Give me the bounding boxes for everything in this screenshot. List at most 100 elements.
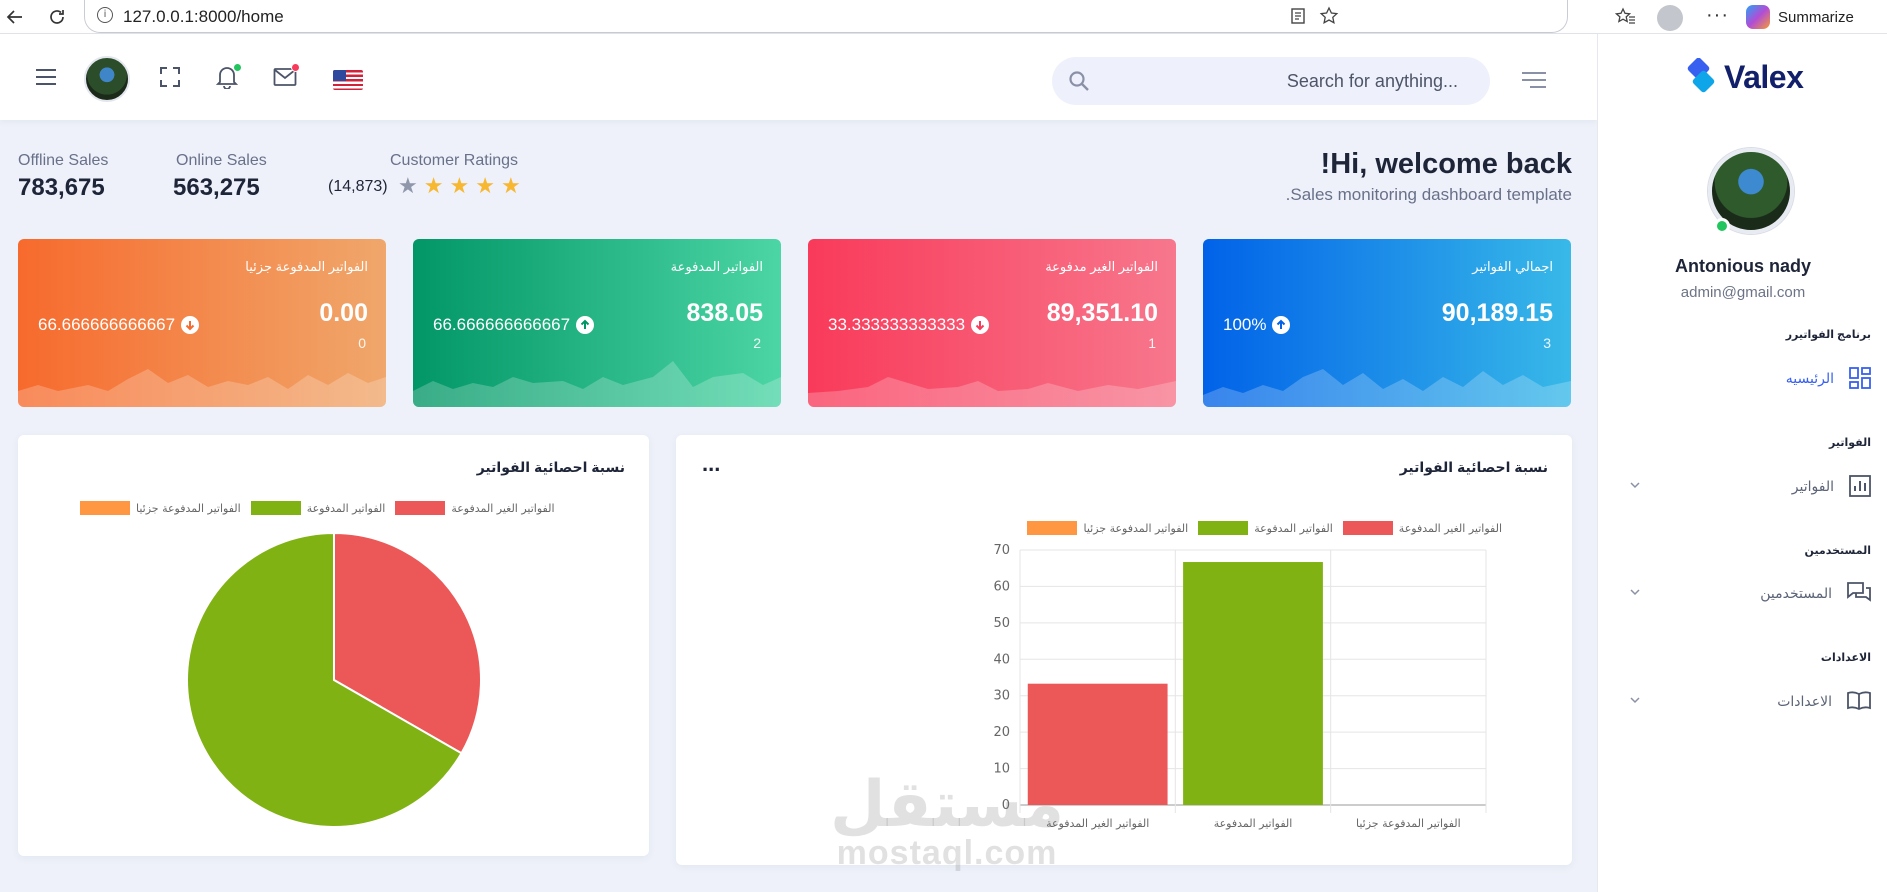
legend-label: الفواتير المدفوعة جزئيا: [136, 501, 241, 515]
legend-swatch: [250, 501, 301, 515]
legend-label: الفواتير المدفوعة: [306, 501, 386, 515]
welcome-subtitle: Sales monitoring dashboard template.: [1285, 185, 1572, 204]
card-title: الفواتير المدفوعة جزئيا: [245, 259, 368, 274]
fullscreen-icon[interactable]: [155, 62, 185, 92]
welcome-block: Hi, welcome back! Sales monitoring dashb…: [1286, 148, 1572, 205]
bar-chart: 0 10 20 30 40 50 60 70 الفواتير الغير المدفوعة ال…: [993, 543, 1487, 830]
sparkline: [1203, 369, 1571, 407]
pie-slice: [186, 531, 463, 828]
mail-icon[interactable]: [270, 62, 300, 92]
card-count: 0: [358, 335, 366, 351]
legend-swatch: [1027, 521, 1078, 535]
arrow-down-icon: [181, 316, 200, 334]
legend-item[interactable]: الفواتير الغير المدفوعة: [395, 501, 555, 515]
sidebar-category-users: المستخدمين: [1804, 545, 1871, 557]
star-icon: ★: [500, 174, 521, 199]
card-value: 90,189.15: [1441, 299, 1553, 327]
legend-label: الفواتير الغير المدفوعة: [1398, 521, 1502, 535]
right-menu-icon[interactable]: [1520, 70, 1548, 95]
hamburger-menu-icon[interactable]: [31, 62, 61, 92]
legend-swatch: [1198, 521, 1249, 535]
favorites-icon[interactable]: [1614, 6, 1636, 28]
bar: [1027, 683, 1168, 805]
valex-logo-icon: [1687, 58, 1715, 93]
y-tick-label: 30: [993, 689, 1010, 704]
legend-label: الفواتير المدفوعة: [1254, 521, 1333, 535]
legend-item[interactable]: الفواتير المدفوعة: [250, 501, 386, 515]
card-percent-text: 66.666666666667: [433, 315, 571, 334]
card-value: 0.00: [319, 299, 368, 327]
user-email: admin@gmail.com: [1680, 284, 1806, 301]
chat-icon: [1847, 582, 1871, 602]
sidebar: Valex Antonious nady admin@gmail.com برن…: [1597, 34, 1887, 892]
x-tick-label: الفواتير الغير المدفوعة: [1046, 817, 1149, 830]
welcome-title: Hi, welcome back!: [1320, 148, 1572, 180]
legend-label: الفواتير المدفوعة جزئيا: [1083, 521, 1189, 535]
browser-profile-avatar[interactable]: [1657, 5, 1683, 31]
notification-bell-icon[interactable]: [212, 62, 242, 92]
chevron-down-icon: [1630, 482, 1640, 489]
back-icon[interactable]: [2, 4, 28, 30]
x-tick-label: الفواتير المدفوعة جزئيا: [1356, 817, 1461, 830]
y-tick-label: 0: [1002, 798, 1010, 813]
star-icon: ★: [423, 174, 444, 199]
search-input[interactable]: Search for anything...: [1052, 57, 1490, 105]
card-count: 3: [1543, 335, 1551, 351]
y-tick-label: 10: [993, 762, 1010, 777]
card-value: 838.05: [686, 299, 763, 327]
mail-dot: [291, 63, 300, 72]
card-percent: 100%: [1223, 315, 1291, 335]
us-flag-icon[interactable]: [333, 70, 363, 90]
address-bar[interactable]: i 127.0.0.1:8000/home: [84, 0, 1568, 33]
card-title: اجمالي الفواتير: [1472, 259, 1553, 274]
card-title: الفواتير المدفوعة: [670, 259, 763, 274]
notification-dot: [233, 63, 242, 72]
bar-chart-title: نسبة احصائية الفواتير: [1399, 459, 1548, 475]
reader-icon[interactable]: [1289, 7, 1307, 25]
stat-card: اجمالي الفواتير 90,189.15 3 100%: [1203, 239, 1571, 407]
y-tick-label: 20: [993, 725, 1010, 740]
sidebar-item-settings[interactable]: الاعدادات: [1628, 685, 1872, 717]
card-percent-text: 66.666666666667: [38, 315, 176, 334]
mostaql-watermark: مستقل mostaql.com: [830, 768, 1065, 872]
favorite-star-icon[interactable]: [1319, 6, 1339, 26]
card-value: 89,351.10: [1046, 299, 1158, 327]
top-header: Search for anything...: [0, 34, 1597, 120]
chevron-down-icon: [1630, 589, 1640, 596]
bar-chart-legend: الفواتير المدفوعة جزئيا الفواتير المدفوعة…: [1027, 521, 1502, 535]
header-avatar[interactable]: [84, 56, 130, 102]
info-icon[interactable]: i: [97, 7, 113, 23]
sidebar-item-invoices[interactable]: الفواتير: [1628, 470, 1872, 502]
sparkline: [808, 377, 1176, 407]
pie-chart-panel: نسبة احصائية الفواتير الفواتير المدفوعة …: [18, 435, 649, 856]
reload-icon[interactable]: [44, 4, 70, 30]
card-title: الفواتير الغير مدفوعة: [1045, 259, 1158, 274]
summarize-button[interactable]: Summarize: [1746, 4, 1854, 30]
sidebar-category-invoices: الفواتير: [1829, 437, 1871, 449]
legend-swatch: [80, 501, 130, 515]
sidebar-item-users[interactable]: المستخدمين: [1628, 577, 1872, 609]
panel-menu-button[interactable]: ...: [702, 451, 721, 476]
stat-card: الفواتير المدفوعة 838.05 2 66.6666666666…: [413, 239, 781, 407]
card-percent: 66.666666666667: [38, 315, 200, 335]
card-percent-text: 33.333333333333: [828, 315, 966, 334]
legend-swatch: [395, 501, 446, 515]
y-tick-label: 40: [993, 652, 1010, 667]
copilot-icon: [1746, 5, 1770, 29]
sidebar-item-home[interactable]: الرئيسيه: [1628, 362, 1872, 394]
arrow-up-icon: [1272, 316, 1291, 334]
legend-item[interactable]: الفواتير المدفوعة جزئيا: [80, 501, 241, 515]
more-icon[interactable]: ···: [1706, 4, 1729, 26]
legend-item[interactable]: الفواتير المدفوعة: [1198, 521, 1333, 535]
online-status-dot: [1714, 218, 1730, 234]
y-tick-label: 50: [993, 616, 1010, 631]
legend-item[interactable]: الفواتير الغير المدفوعة: [1342, 521, 1502, 535]
star-icon: ★: [475, 174, 495, 199]
card-count: 2: [753, 335, 761, 351]
legend-item[interactable]: الفواتير المدفوعة جزئيا: [1027, 521, 1188, 535]
card-percent: 66.666666666667: [433, 315, 595, 335]
stat-card: الفواتير الغير مدفوعة 89,351.10 1 33.333…: [808, 239, 1176, 407]
card-percent: 33.333333333333: [828, 315, 990, 335]
valex-logo[interactable]: Valex: [1682, 58, 1804, 96]
y-tick-label: 60: [993, 579, 1010, 594]
